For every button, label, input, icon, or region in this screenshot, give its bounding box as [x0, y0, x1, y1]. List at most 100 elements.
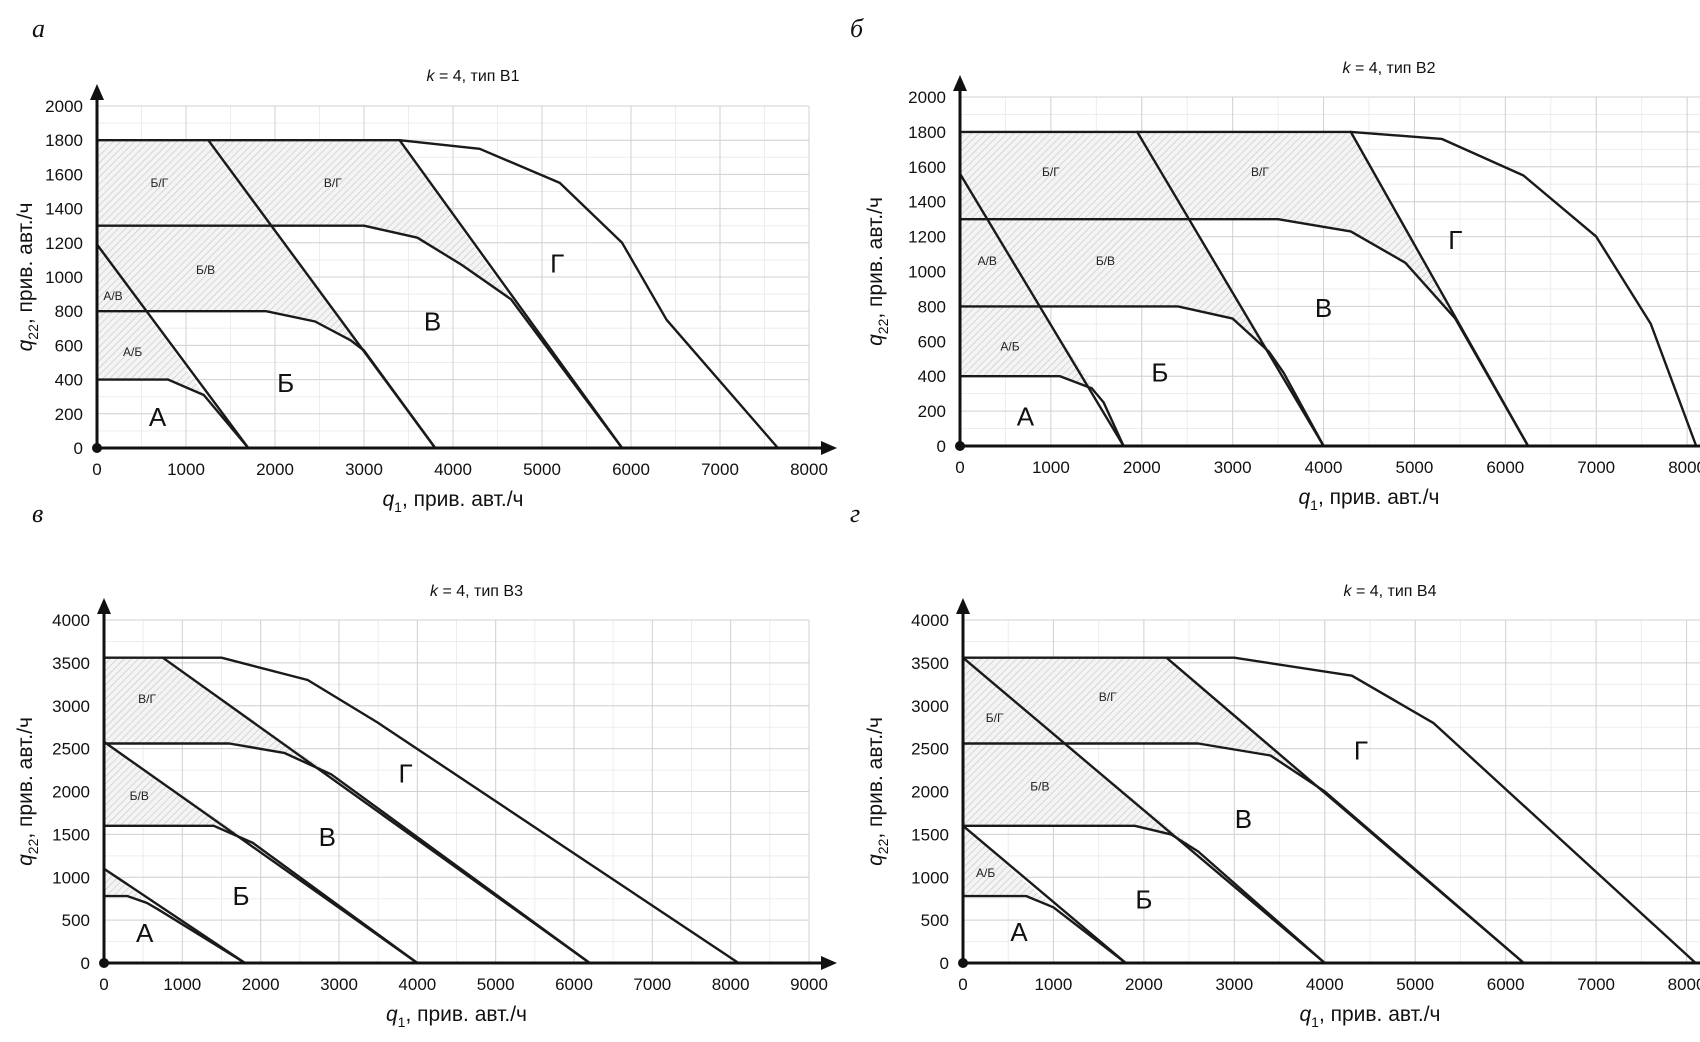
series-line	[961, 656, 1697, 965]
x-axis-label-text: , прив. авт./ч	[1318, 486, 1440, 509]
x-tick-label: 0	[92, 460, 101, 479]
y-axis-label: q22, прив. авт./ч	[864, 197, 891, 346]
x-tick-label: 6000	[1487, 975, 1525, 994]
y-tick-label: 3500	[52, 654, 90, 673]
chart-panel-g: г 01000200030004000500060007000800090000…	[850, 499, 1700, 1042]
y-tick-label: 0	[74, 439, 83, 458]
y-axis-arrow	[97, 598, 111, 614]
y-tick-label: 1600	[45, 165, 83, 184]
axes	[953, 75, 1700, 451]
x-tick-label: 3000	[1215, 975, 1253, 994]
y-tick-label: 1400	[45, 200, 83, 219]
y-tick-label: 400	[918, 367, 946, 386]
y-tick-label: 0	[81, 954, 90, 973]
title-k: k	[427, 68, 436, 85]
y-tick-label: 500	[921, 911, 949, 930]
hatched-area	[963, 657, 1325, 792]
origin-dot	[955, 441, 965, 451]
x-tick-label: 1000	[1032, 458, 1070, 477]
x-tick-label: 5000	[1396, 975, 1434, 994]
y-tick-label: 1000	[52, 868, 90, 887]
y-tick-label: 0	[937, 437, 946, 456]
chart-b2: 0100020003000400050006000700080009000020…	[864, 60, 1700, 513]
y-axis-label-text: , прив. авт./ч	[864, 197, 887, 319]
y-axis-symbol: q	[864, 334, 887, 346]
x-tick-label: 2000	[1123, 458, 1161, 477]
y-tick-label: 1400	[908, 193, 946, 212]
y-axis-subscript: 22	[875, 318, 891, 334]
region-label: Б/Г	[1042, 165, 1060, 179]
chart-b4: 0100020003000400050006000700080009000050…	[864, 583, 1700, 1030]
title-text: = 4, тип В2	[1351, 60, 1436, 77]
x-tick-label: 6000	[1486, 458, 1524, 477]
series-line	[958, 375, 1125, 448]
x-tick-label: 3000	[1214, 458, 1252, 477]
y-tick-label: 2000	[911, 783, 949, 802]
axes	[90, 84, 837, 455]
y-tick-label: 200	[918, 402, 946, 421]
panel-letter-a: а	[32, 14, 45, 43]
title-text: = 4, тип В3	[438, 583, 523, 600]
region-label: А/Б	[1000, 340, 1019, 354]
y-tick-label: 1800	[908, 123, 946, 142]
x-axis-subscript: 1	[398, 1014, 406, 1030]
x-tick-label: 3000	[320, 975, 358, 994]
hatched-area	[104, 657, 332, 775]
x-tick-label: 3000	[345, 460, 383, 479]
y-tick-label: 3000	[911, 697, 949, 716]
x-tick-label: 0	[99, 975, 108, 994]
x-tick-label: 2000	[242, 975, 280, 994]
zone-label: В	[424, 306, 441, 336]
zone-label: В	[319, 822, 336, 852]
origin-dot	[99, 958, 109, 968]
y-axis-subscript: 22	[25, 838, 41, 854]
region-label: А/В	[103, 289, 122, 303]
y-tick-label: 2500	[911, 740, 949, 759]
x-axis-label-text: , прив. авт./ч	[1319, 1003, 1441, 1026]
y-tick-label: 1500	[52, 825, 90, 844]
series-line	[95, 224, 624, 450]
chart-title: k = 4, тип В3	[430, 583, 523, 600]
y-tick-label: 1200	[45, 234, 83, 253]
chart-title: k = 4, тип В4	[1344, 583, 1437, 600]
y-tick-label: 3000	[52, 697, 90, 716]
x-axis-symbol: q	[382, 488, 394, 511]
x-axis-subscript: 1	[394, 499, 402, 515]
y-axis-arrow	[953, 75, 967, 91]
series-line	[961, 824, 1127, 965]
region-label: В/Г	[1099, 690, 1117, 704]
x-tick-label: 4000	[1305, 458, 1343, 477]
series-line	[207, 138, 437, 450]
chart-panel-b: б 01000200030004000500060007000800090000…	[850, 0, 1700, 521]
hatched-area	[963, 743, 1199, 852]
x-tick-label: 6000	[555, 975, 593, 994]
region-label: В/Г	[138, 692, 156, 706]
zone-label: Г	[550, 248, 564, 278]
series-line	[102, 742, 591, 965]
hatched-area	[960, 306, 1104, 403]
y-axis-label: q22, прив. авт./ч	[864, 717, 891, 866]
x-tick-label: 7000	[633, 975, 671, 994]
y-tick-label: 4000	[911, 611, 949, 630]
x-axis-subscript: 1	[1311, 1014, 1319, 1030]
x-tick-label: 7000	[701, 460, 739, 479]
x-tick-label: 8000	[1668, 975, 1700, 994]
hatched-area	[97, 140, 271, 226]
title-text: = 4, тип В1	[435, 68, 520, 85]
x-tick-label: 8000	[712, 975, 750, 994]
y-tick-label: 2000	[52, 783, 90, 802]
zone-label: В	[1235, 804, 1252, 834]
zone-label: Б	[277, 368, 294, 398]
chart-title: k = 4, тип В1	[427, 68, 520, 85]
x-axis-label: q1, прив. авт./ч	[1299, 1003, 1440, 1030]
y-tick-label: 3500	[911, 654, 949, 673]
chart-title: k = 4, тип В2	[1343, 60, 1436, 77]
y-axis-subscript: 22	[25, 324, 41, 340]
series-line	[398, 138, 624, 450]
x-tick-label: 2000	[1125, 975, 1163, 994]
series-line	[102, 894, 247, 965]
x-tick-label: 8000	[790, 460, 828, 479]
y-tick-label: 4000	[52, 611, 90, 630]
title-k: k	[1343, 60, 1352, 77]
x-axis-label-text: , прив. авт./ч	[405, 1003, 527, 1026]
